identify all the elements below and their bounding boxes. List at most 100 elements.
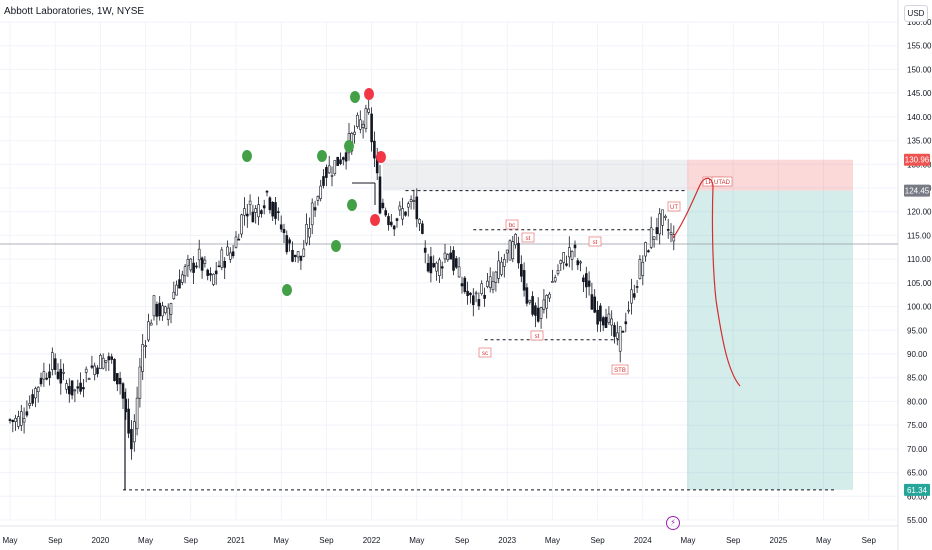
- candle-body: [330, 175, 334, 177]
- candle-body: [189, 258, 193, 271]
- candle-body: [155, 304, 159, 317]
- candle-body: [590, 294, 594, 310]
- candle-body: [415, 196, 419, 220]
- price-label: 124.45: [905, 187, 930, 196]
- candle-body: [389, 221, 393, 226]
- candle-body: [206, 269, 209, 276]
- candle-body: [251, 211, 255, 223]
- candle-body: [344, 152, 348, 162]
- candle-body: [641, 261, 645, 276]
- candle-body: [169, 303, 173, 315]
- y-tick-label: 105.00: [907, 279, 932, 288]
- candle-body: [291, 250, 294, 262]
- candle-body: [333, 160, 337, 174]
- candle-body: [237, 238, 241, 241]
- candle-body: [68, 386, 71, 395]
- candle-body: [551, 281, 554, 283]
- annotation-box: [667, 201, 681, 212]
- annotation-label: st: [593, 240, 598, 246]
- x-tick-label: Sep: [184, 536, 199, 545]
- candle-body: [14, 417, 17, 422]
- annotation-box: [505, 219, 519, 230]
- candle-body: [534, 305, 537, 316]
- candle-body: [118, 377, 122, 385]
- y-tick-label: 115.00: [907, 231, 931, 240]
- y-tick-label: 95.00: [907, 326, 928, 335]
- candle-body: [624, 321, 628, 325]
- annotation-label: bc: [509, 223, 515, 229]
- candle-body: [265, 190, 269, 193]
- candle-body: [486, 280, 489, 287]
- candle-body: [133, 421, 136, 443]
- y-tick-label: 160.00: [907, 18, 932, 27]
- candle-body: [322, 176, 325, 186]
- candle-body: [116, 373, 119, 385]
- y-tick-label: 150.00: [907, 65, 932, 74]
- candle-body: [82, 387, 85, 390]
- candle-body: [48, 371, 51, 379]
- candle-body: [658, 213, 662, 235]
- candle-body: [84, 368, 88, 373]
- candle-body: [632, 293, 636, 298]
- chart-title: Abbott Laboratories, 1W, NYSE: [4, 6, 145, 17]
- candle-body: [630, 289, 633, 304]
- candle-body: [491, 280, 495, 291]
- candle-body: [398, 205, 402, 211]
- candle-body: [531, 296, 534, 315]
- candle-body: [542, 299, 546, 310]
- supply-zone: [382, 159, 687, 191]
- y-tick-label: 140.00: [907, 113, 932, 122]
- candle-body: [19, 411, 23, 426]
- candle-body: [576, 260, 580, 266]
- candle-body: [17, 416, 20, 427]
- annotation-box: [478, 347, 492, 358]
- candle-body: [50, 352, 54, 370]
- candle-body: [579, 261, 582, 264]
- candle-body: [262, 205, 266, 209]
- candle-body: [308, 227, 311, 238]
- y-tick-label: 85.00: [907, 374, 928, 383]
- candle-body: [454, 258, 458, 268]
- candle-body: [56, 371, 60, 379]
- candle-body: [553, 277, 557, 282]
- candle-body: [539, 307, 543, 319]
- candle-body: [53, 358, 57, 370]
- candle-body: [90, 365, 94, 368]
- candle-body: [582, 277, 585, 283]
- candle-body: [209, 273, 212, 276]
- currency-button[interactable]: USD: [904, 5, 928, 22]
- candle-body: [113, 358, 116, 381]
- x-tick-label: Sep: [319, 536, 334, 545]
- red-marker: [376, 151, 386, 163]
- candle-body: [429, 256, 433, 274]
- candle-body: [615, 332, 619, 339]
- candle-body: [638, 259, 642, 279]
- candle-body: [11, 420, 15, 423]
- candle-body: [601, 317, 605, 326]
- candle-body: [463, 277, 467, 292]
- candle-body: [229, 252, 232, 260]
- candle-body: [587, 280, 591, 287]
- candle-body: [502, 259, 506, 267]
- candle-body: [240, 214, 243, 235]
- candle-body: [164, 306, 167, 314]
- x-tick-label: 2024: [634, 536, 652, 545]
- annotation-box: [588, 236, 602, 247]
- annotation-label: STB: [614, 368, 626, 374]
- candle-body: [477, 299, 481, 307]
- candle-body: [364, 108, 368, 129]
- y-tick-label: 80.00: [907, 397, 928, 406]
- candle-body: [426, 262, 430, 272]
- candle-body: [669, 232, 673, 235]
- green-marker: [347, 199, 357, 211]
- annotation-box: [521, 232, 535, 243]
- candle-body: [79, 382, 82, 392]
- candle-body: [268, 197, 272, 211]
- candle-body: [39, 377, 43, 385]
- flash-icon[interactable]: ⚡: [666, 516, 680, 530]
- green-marker: [242, 150, 252, 162]
- candle-body: [195, 265, 198, 268]
- candle-body: [457, 266, 461, 278]
